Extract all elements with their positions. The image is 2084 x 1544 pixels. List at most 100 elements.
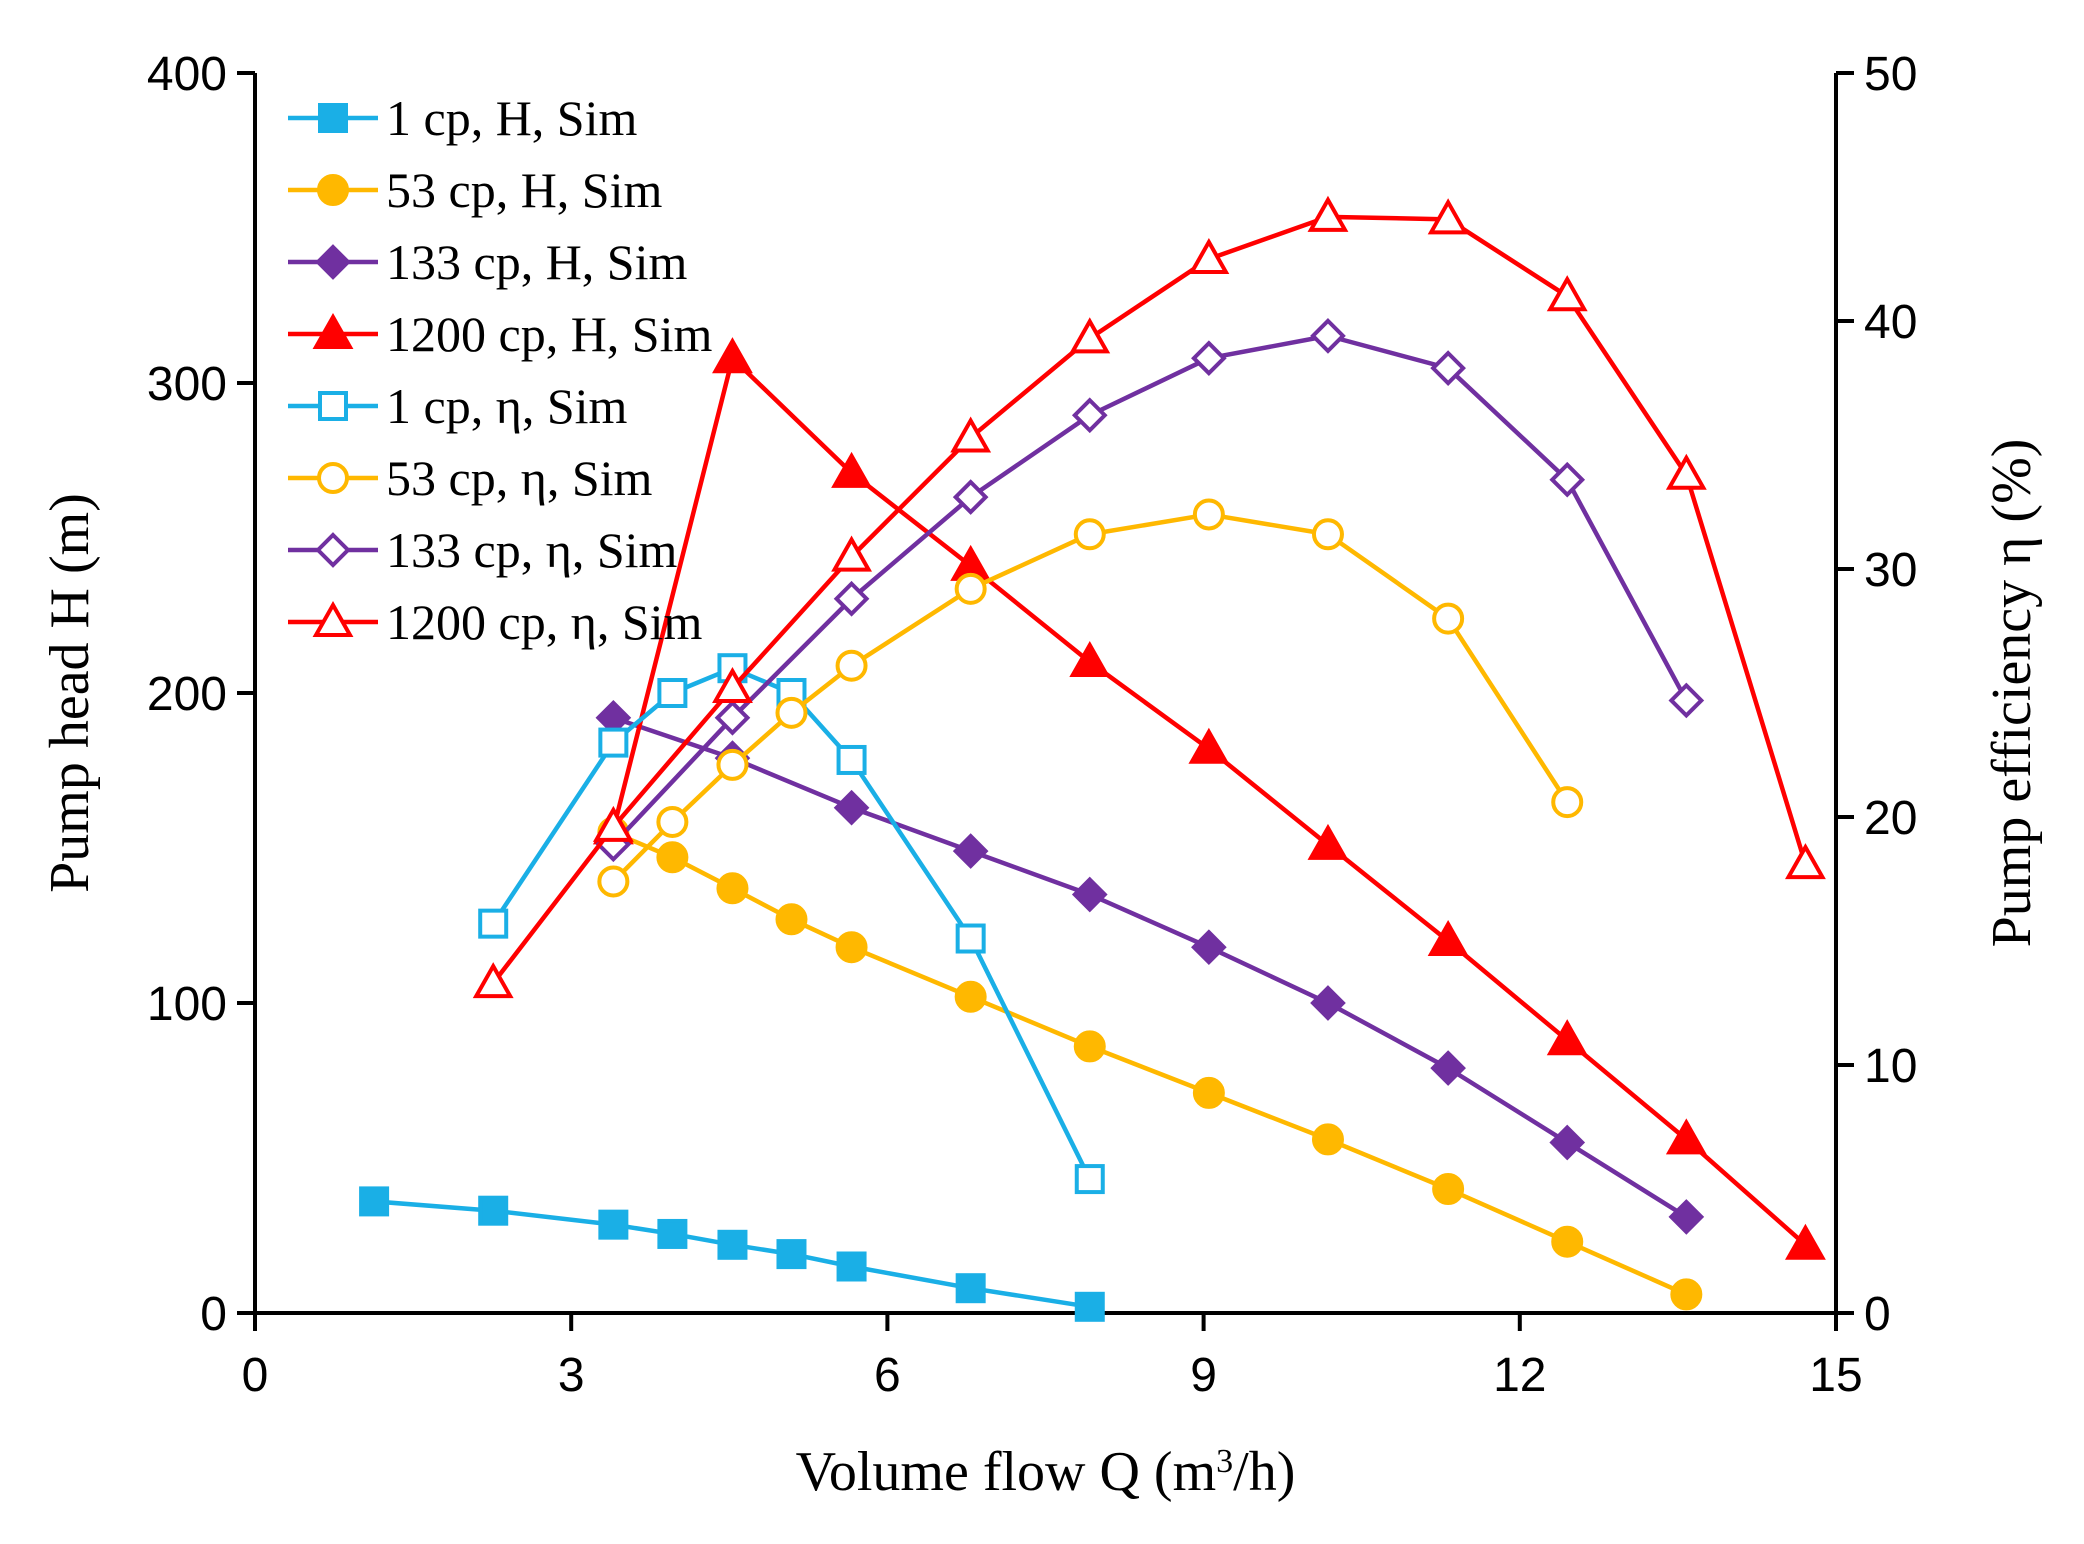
data-point bbox=[478, 908, 509, 939]
x-tick-label: 9 bbox=[1190, 1349, 1217, 1402]
series-6 bbox=[595, 318, 1705, 863]
data-point bbox=[775, 903, 808, 936]
axis-titles: Volume flow Q (m3/h) Pump head H (m) Pum… bbox=[39, 439, 2043, 1503]
data-point bbox=[1071, 876, 1108, 913]
data-point bbox=[1427, 198, 1469, 235]
data-point bbox=[1430, 350, 1466, 386]
series-line bbox=[612, 715, 1688, 1219]
legend-label: 1200 cp, H, Sim bbox=[386, 306, 713, 362]
data-point bbox=[598, 727, 629, 758]
series-line bbox=[611, 355, 1807, 1247]
data-point bbox=[776, 1239, 807, 1270]
series-line bbox=[612, 830, 1688, 1297]
data-point bbox=[831, 451, 872, 488]
data-point bbox=[1191, 929, 1227, 966]
data-point bbox=[1665, 1118, 1707, 1155]
x-tick-label: 3 bbox=[558, 1349, 585, 1402]
data-point bbox=[1307, 823, 1349, 860]
data-point bbox=[1310, 985, 1346, 1021]
data-point bbox=[1311, 518, 1344, 551]
legend-item: 133 cp, H, Sim bbox=[288, 234, 688, 290]
y-left-tick-label: 0 bbox=[200, 1288, 227, 1341]
data-point bbox=[1074, 1291, 1105, 1322]
y-right-tick-label: 20 bbox=[1864, 792, 1917, 845]
legend-label: 1 cp, η, Sim bbox=[386, 378, 628, 434]
series-3 bbox=[592, 337, 1826, 1260]
series-line bbox=[611, 512, 1570, 884]
legend-label: 1200 cp, η, Sim bbox=[386, 594, 703, 650]
data-point bbox=[1311, 1123, 1344, 1156]
data-point bbox=[954, 980, 987, 1013]
data-point bbox=[1546, 1019, 1588, 1056]
data-point bbox=[1188, 237, 1230, 274]
legend-swatch-marker bbox=[317, 174, 349, 206]
x-axis-title-end: /h) bbox=[1233, 1441, 1295, 1503]
data-point bbox=[1432, 1173, 1465, 1205]
legend-swatch-marker bbox=[312, 312, 354, 349]
legend-swatch-marker bbox=[315, 532, 351, 568]
series-7 bbox=[472, 195, 1826, 999]
data-point bbox=[1785, 1223, 1826, 1260]
data-point bbox=[950, 416, 992, 453]
legend-label: 53 cp, H, Sim bbox=[386, 162, 663, 218]
data-point bbox=[831, 535, 872, 572]
data-point bbox=[1549, 1124, 1586, 1161]
data-point bbox=[835, 931, 868, 964]
data-point bbox=[592, 805, 634, 842]
legend-swatch-marker bbox=[315, 244, 351, 280]
x-axis-title-superscript: 3 bbox=[1216, 1443, 1233, 1480]
x-tick-label: 12 bbox=[1493, 1349, 1546, 1402]
x-tick-label: 15 bbox=[1809, 1349, 1862, 1402]
series-5 bbox=[597, 498, 1584, 898]
legend-item: 133 cp, η, Sim bbox=[288, 522, 678, 578]
x-tick-label: 6 bbox=[874, 1349, 901, 1402]
legend-label: 133 cp, η, Sim bbox=[386, 522, 678, 578]
data-point bbox=[657, 678, 688, 708]
data-point bbox=[1432, 602, 1465, 635]
y-left-tick-label: 100 bbox=[147, 978, 227, 1031]
data-point bbox=[1549, 461, 1586, 498]
y-right-tick-label: 30 bbox=[1864, 544, 1917, 597]
data-point bbox=[1073, 1030, 1106, 1063]
data-point bbox=[1192, 498, 1225, 531]
series-line bbox=[491, 214, 1808, 985]
y-right-tick-label: 50 bbox=[1864, 48, 1917, 101]
data-point bbox=[359, 1186, 390, 1217]
data-point bbox=[952, 479, 989, 515]
data-point bbox=[1074, 1164, 1105, 1195]
data-point bbox=[1665, 453, 1707, 490]
data-point bbox=[478, 1195, 509, 1226]
data-point bbox=[1546, 275, 1588, 312]
data-point bbox=[835, 649, 868, 682]
data-point bbox=[1668, 682, 1705, 719]
legend-label: 1 cp, H, Sim bbox=[386, 90, 638, 146]
y-right-tick-label: 40 bbox=[1864, 296, 1917, 349]
legend: 1 cp, H, Sim 53 cp, H, Sim 133 cp, H, Sim 1… bbox=[288, 90, 713, 650]
series-1 bbox=[597, 816, 1703, 1311]
data-point bbox=[1069, 317, 1111, 354]
data-point bbox=[955, 923, 986, 954]
data-point bbox=[775, 696, 808, 729]
y-right-tick-label: 0 bbox=[1864, 1288, 1891, 1341]
data-point bbox=[656, 841, 689, 874]
data-point bbox=[1430, 1050, 1466, 1086]
y-left-tick-label: 400 bbox=[147, 48, 227, 101]
legend-item: 1 cp, H, Sim bbox=[288, 90, 638, 146]
series-layer bbox=[359, 195, 1826, 1322]
data-point bbox=[1307, 195, 1349, 232]
data-point bbox=[1073, 518, 1106, 551]
legend-item: 1200 cp, η, Sim bbox=[288, 594, 703, 650]
data-point bbox=[712, 666, 753, 704]
data-point bbox=[952, 833, 989, 869]
x-axis-title-main: Volume flow Q (m bbox=[796, 1441, 1217, 1503]
legend-swatch-marker bbox=[317, 462, 349, 494]
data-point bbox=[712, 337, 753, 374]
legend-swatch-marker bbox=[318, 391, 348, 421]
data-point bbox=[717, 1229, 748, 1260]
data-point bbox=[833, 789, 870, 826]
data-point bbox=[716, 872, 749, 905]
data-point bbox=[597, 865, 630, 898]
data-point bbox=[657, 1218, 688, 1249]
legend-swatch-marker bbox=[318, 103, 348, 133]
